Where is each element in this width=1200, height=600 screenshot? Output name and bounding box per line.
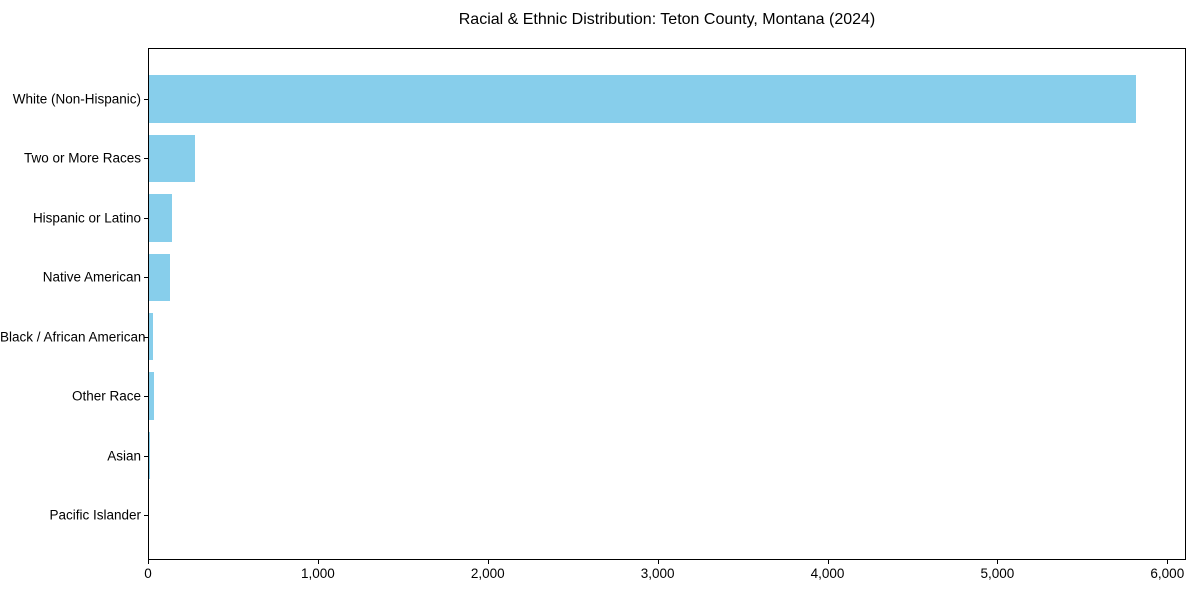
x-tick-mark (827, 559, 829, 564)
y-tick-mark (144, 336, 148, 338)
y-tick-mark (144, 455, 148, 457)
x-tick-mark (997, 559, 999, 564)
x-tick-mark (487, 559, 489, 564)
bar-other-race (149, 372, 155, 420)
bar-native-american (149, 253, 171, 302)
bar-black-african-american (149, 312, 154, 361)
chart-title: Racial & Ethnic Distribution: Teton Coun… (458, 11, 876, 28)
bar-white-non-hispanic (149, 75, 1137, 123)
y-tick-label: Pacific Islander (49, 507, 141, 523)
x-tick-label: 4,000 (810, 566, 845, 581)
x-tick-label: 5,000 (980, 566, 1015, 581)
x-tick-mark (657, 559, 659, 564)
x-tick-mark (148, 559, 149, 564)
x-tick-label: 2,000 (470, 566, 505, 581)
y-tick-label: Asian (107, 448, 141, 464)
x-tick-label: 1,000 (300, 566, 335, 581)
x-tick-mark (317, 559, 319, 564)
y-tick-label: Hispanic or Latino (32, 210, 141, 226)
x-tick-label: 6,000 (1150, 566, 1185, 581)
x-tick-label: 3,000 (640, 566, 675, 581)
y-tick-label: Other Race (71, 388, 141, 404)
y-tick-label: Black / African American (0, 329, 146, 345)
y-tick-label: White (Non-Hispanic) (12, 91, 141, 107)
y-tick-mark (144, 396, 148, 398)
y-tick-mark (144, 99, 148, 100)
plot-area (148, 48, 1186, 560)
bar-two-or-more-races (149, 134, 195, 183)
y-tick-mark (144, 515, 148, 516)
x-tick-mark (1167, 559, 1169, 564)
y-tick-mark (144, 277, 148, 279)
y-tick-label: Native American (42, 269, 141, 285)
y-tick-mark (144, 217, 148, 219)
bar-asian (149, 431, 150, 480)
y-tick-mark (144, 158, 148, 160)
y-tick-label: Two or More Races (23, 150, 141, 166)
bar-hispanic-or-latino (149, 194, 172, 242)
x-tick-label: 0 (144, 566, 152, 581)
